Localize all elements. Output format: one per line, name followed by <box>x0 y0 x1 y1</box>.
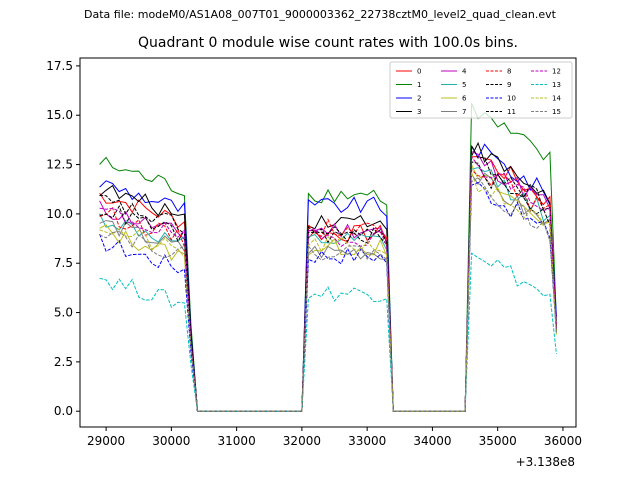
y-tick-label: 12.5 <box>46 158 73 172</box>
legend-label-12: 12 <box>552 68 561 76</box>
legend-label-14: 14 <box>552 95 561 103</box>
legend-label-1: 1 <box>417 81 421 89</box>
x-tick-label: 35000 <box>479 434 517 448</box>
legend-label-3: 3 <box>417 108 421 116</box>
x-tick-label: 34000 <box>413 434 451 448</box>
x-tick-label: 33000 <box>348 434 386 448</box>
series-line-4 <box>99 150 557 412</box>
series-line-7 <box>99 172 557 412</box>
y-tick-label: 15.0 <box>46 108 73 122</box>
legend-label-5: 5 <box>462 81 466 89</box>
data-file-header: Data file: modeM0/AS1A08_007T01_90000033… <box>84 8 556 21</box>
series-line-15 <box>99 176 557 412</box>
x-tick-label: 32000 <box>283 434 321 448</box>
legend-label-2: 2 <box>417 95 421 103</box>
series-line-14 <box>99 171 557 412</box>
legend-label-7: 7 <box>462 108 466 116</box>
y-tick-label: 7.5 <box>54 256 73 270</box>
legend-label-13: 13 <box>552 81 561 89</box>
y-tick-label: 5.0 <box>54 306 73 320</box>
legend-label-15: 15 <box>552 108 561 116</box>
axes-frame <box>79 57 577 428</box>
series-line-3 <box>99 141 557 412</box>
y-tick-label: 10.0 <box>46 207 73 221</box>
legend-label-10: 10 <box>507 95 516 103</box>
y-tick-label: 17.5 <box>46 59 73 73</box>
series-line-11 <box>99 145 557 412</box>
series-line-0 <box>99 156 557 412</box>
series-line-5 <box>99 167 557 412</box>
series-line-2 <box>99 143 557 412</box>
legend-label-11: 11 <box>507 108 516 116</box>
legend-label-8: 8 <box>507 68 511 76</box>
chart-title: Quadrant 0 module wise count rates with … <box>138 35 518 51</box>
legend-label-6: 6 <box>462 95 467 103</box>
legend-label-0: 0 <box>417 68 421 76</box>
x-axis: 29000 30000 31000 32000 33000 34000 35000 36000 <box>87 427 582 448</box>
legend-label-4: 4 <box>462 68 467 76</box>
series-line-8 <box>99 169 557 412</box>
y-tick-label: 2.5 <box>54 355 73 369</box>
series-line-9 <box>99 161 557 412</box>
y-axis: 0.0 2.5 5.0 7.5 10.0 12.5 15.0 17.5 <box>46 59 80 418</box>
series-lines <box>99 103 557 412</box>
x-offset-label: +3.138e8 <box>516 455 575 469</box>
x-tick-label: 29000 <box>87 434 125 448</box>
legend-label-9: 9 <box>507 81 511 89</box>
y-tick-label: 0.0 <box>54 404 73 418</box>
series-line-10 <box>99 181 557 412</box>
legend-box <box>389 61 573 119</box>
series-line-12 <box>99 155 557 412</box>
series-line-13 <box>99 252 557 412</box>
x-tick-label: 30000 <box>152 434 190 448</box>
x-tick-label: 31000 <box>218 434 256 448</box>
series-line-1 <box>99 103 557 412</box>
x-tick-label: 36000 <box>544 434 582 448</box>
